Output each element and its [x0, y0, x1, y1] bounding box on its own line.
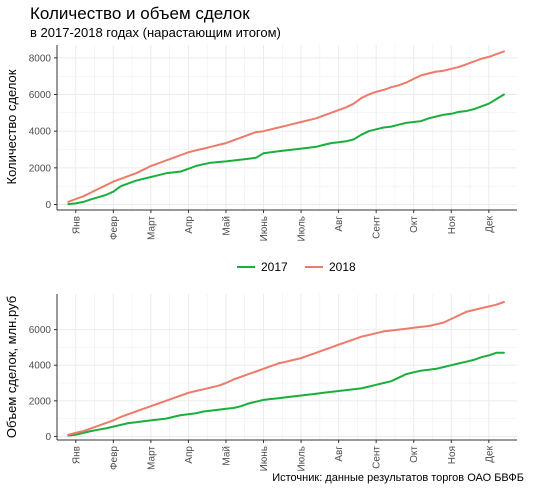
x-tick-label: Дек	[484, 445, 495, 462]
series-line-2017	[67, 93, 505, 206]
series-line-2017	[67, 351, 505, 437]
x-tick-label: Февр	[109, 446, 120, 470]
x-tick-label: Май	[221, 446, 232, 466]
y-tick-label: 8000	[29, 53, 52, 64]
x-tick-label: Апр	[184, 446, 195, 464]
series-line-2018	[67, 50, 505, 203]
y-tick-label: 4000	[29, 127, 52, 138]
y-tick-label: 0	[45, 432, 51, 443]
y-tick-label: 0	[45, 200, 51, 211]
x-tick-label: Июнь	[259, 216, 270, 241]
y-axis-title: Объем сделок, млн.руб	[4, 296, 19, 438]
y-axis-title: Количество сделок	[4, 69, 19, 184]
x-tick-label: Март	[146, 446, 157, 470]
y-tick-label: 4000	[29, 361, 52, 372]
x-tick-label: Авг	[334, 216, 345, 232]
x-tick-label: Авг	[334, 446, 345, 462]
x-tick-label: Ноя	[447, 216, 458, 234]
x-tick-label: Янв	[71, 446, 82, 464]
x-tick-label: Апр	[184, 216, 195, 234]
y-tick-label: 2000	[29, 163, 52, 174]
x-tick-label: Май	[221, 216, 232, 236]
source-note: Источник: данные результатов торгов ОАО …	[272, 472, 524, 484]
legend-label-2018: 2018	[329, 260, 356, 274]
legend-label-2017: 2017	[261, 260, 288, 274]
x-tick-label: Дек	[484, 215, 495, 232]
y-tick-label: 6000	[29, 90, 52, 101]
x-tick-label: Март	[146, 216, 157, 240]
series-line-2018	[67, 301, 505, 436]
chart-title: Количество и объем сделок	[30, 4, 250, 23]
x-tick-label: Сент	[372, 446, 383, 469]
x-tick-label: Ноя	[447, 446, 458, 464]
x-tick-label: Окт	[409, 446, 420, 463]
x-tick-label: Июль	[297, 446, 308, 472]
x-tick-label: Февр	[109, 216, 120, 240]
x-tick-label: Окт	[409, 216, 420, 233]
x-tick-label: Июль	[297, 216, 308, 242]
y-tick-label: 2000	[29, 396, 52, 407]
y-tick-label: 6000	[29, 325, 52, 336]
x-tick-label: Июнь	[259, 446, 270, 471]
x-tick-label: Янв	[71, 216, 82, 234]
x-tick-label: Сент	[372, 216, 383, 239]
chart-subtitle: в 2017-2018 годах (нарастающим итогом)	[30, 25, 281, 40]
